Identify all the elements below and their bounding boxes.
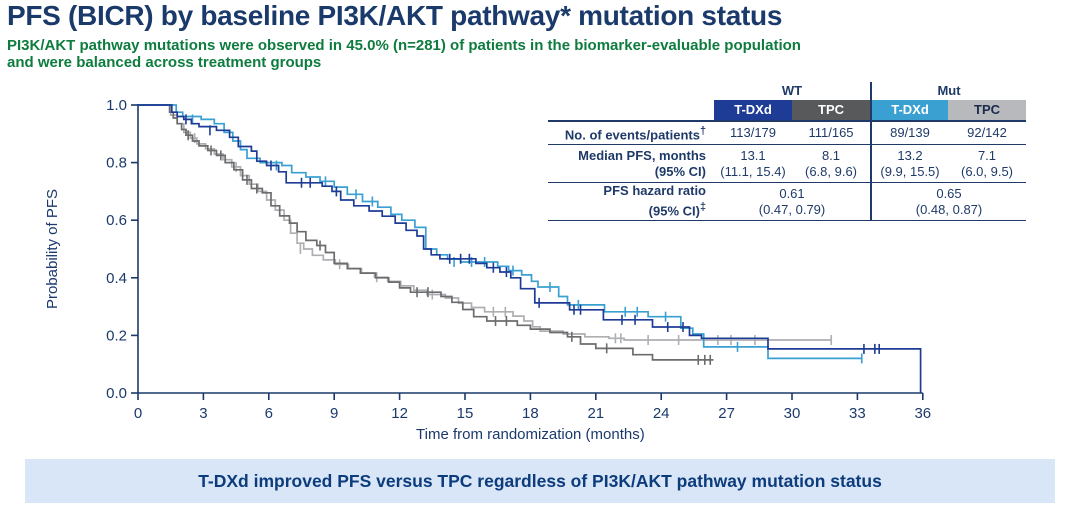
hr-mut: 0.65 (0.48, 0.87) — [870, 183, 1026, 220]
subtitle-line-2: and were balanced across treatment group… — [7, 54, 322, 71]
x-tick-label: 12 — [391, 405, 408, 422]
x-tick-label: 27 — [718, 405, 735, 422]
y-tick-label: 1.0 — [106, 97, 127, 114]
dagger-footnote-marker: † — [699, 124, 706, 137]
col-header-tpc-wt: TPC — [792, 100, 870, 120]
x-tick-label: 15 — [457, 405, 474, 422]
row-median-pfs: Median PFS, months (95% CI) 13.1 (11.1, 1… — [548, 145, 1026, 183]
row-median-label: Median PFS, months (95% CI) — [578, 147, 706, 179]
spacer-cell — [548, 100, 714, 120]
x-tick-label: 36 — [914, 405, 931, 422]
events-tdxd-wt: 113/179 — [729, 125, 777, 140]
km-curve-t-dxd-wt — [138, 104, 922, 393]
conclusion-banner: T-DXd improved PFS versus TPC regardless… — [25, 459, 1055, 503]
stats-group-header-row: WT Mut — [548, 82, 1026, 100]
x-tick-label: 3 — [199, 405, 207, 422]
median-tdxd-wt: 13.1 (11.1, 15.4) — [720, 147, 786, 179]
col-header-tdxd-mut: T-DXd — [870, 100, 948, 120]
col-header-tdxd-wt: T-DXd — [714, 100, 792, 120]
events-tpc-wt: 111/165 — [808, 125, 854, 140]
events-tpc-mut: 92/142 — [967, 125, 1007, 140]
conclusion-text: T-DXd improved PFS versus TPC regardless… — [198, 470, 882, 491]
page-subtitle: PI3K/AKT pathway mutations were observed… — [7, 37, 1007, 71]
x-tick-label: 33 — [849, 405, 866, 422]
median-tdxd-mut: 13.2 (9.9, 15.5) — [870, 145, 948, 182]
x-tick-label: 21 — [587, 405, 604, 422]
x-axis-title: Time from randomization (months) — [416, 426, 645, 443]
x-tick-label: 30 — [784, 405, 801, 422]
y-tick-label: 0.0 — [106, 385, 127, 402]
row-events: No. of events/patients† 113/179 111/165 … — [548, 122, 1026, 145]
subtitle-line-1: PI3K/AKT pathway mutations were observed… — [7, 37, 801, 54]
hr-wt: 0.61 (0.47, 0.79) — [758, 185, 826, 217]
stats-col-header-row: T-DXd TPC T-DXd TPC — [548, 100, 1026, 122]
km-curve-tpc-wt — [138, 104, 714, 361]
row-hr-label: PFS hazard ratio (95% CI)‡ — [603, 183, 706, 219]
km-plot: 0.00.20.40.60.81.00 3 6 9 12 15 18 21 24 27 30 33 36… — [44, 97, 931, 443]
double-dagger-footnote-marker: ‡ — [699, 201, 706, 214]
median-tpc-mut: 7.1 (6.0, 9.5) — [960, 147, 1014, 179]
y-tick-label: 0.8 — [106, 155, 127, 172]
x-tick-label: 18 — [522, 405, 539, 422]
x-tick-label: 24 — [653, 405, 670, 422]
col-header-tpc-mut: TPC — [948, 100, 1026, 120]
y-axis-title: Probability of PFS — [44, 189, 61, 309]
group-header-wt: WT — [781, 83, 803, 98]
group-header-mut: Mut — [870, 82, 1026, 100]
x-tick-label: 9 — [330, 405, 338, 422]
median-tpc-wt: 8.1 (6.8, 9.6) — [804, 147, 858, 179]
x-tick-label: 0 — [134, 405, 142, 422]
spacer-cell — [548, 82, 714, 100]
row-events-label: No. of events/patients† — [564, 124, 706, 143]
x-tick-label: 6 — [265, 405, 273, 422]
page-title: PFS (BICR) by baseline PI3K/AKT pathway*… — [7, 0, 783, 31]
stats-table: WT Mut T-DXd TPC T-DXd TPC No. of events… — [548, 82, 1026, 221]
y-tick-label: 0.4 — [106, 270, 127, 287]
y-tick-label: 0.2 — [106, 327, 127, 344]
y-tick-label: 0.6 — [106, 212, 127, 229]
events-tdxd-mut: 89/139 — [870, 122, 948, 144]
row-hazard-ratio: PFS hazard ratio (95% CI)‡ 0.61 (0.47, 0.… — [548, 183, 1026, 221]
